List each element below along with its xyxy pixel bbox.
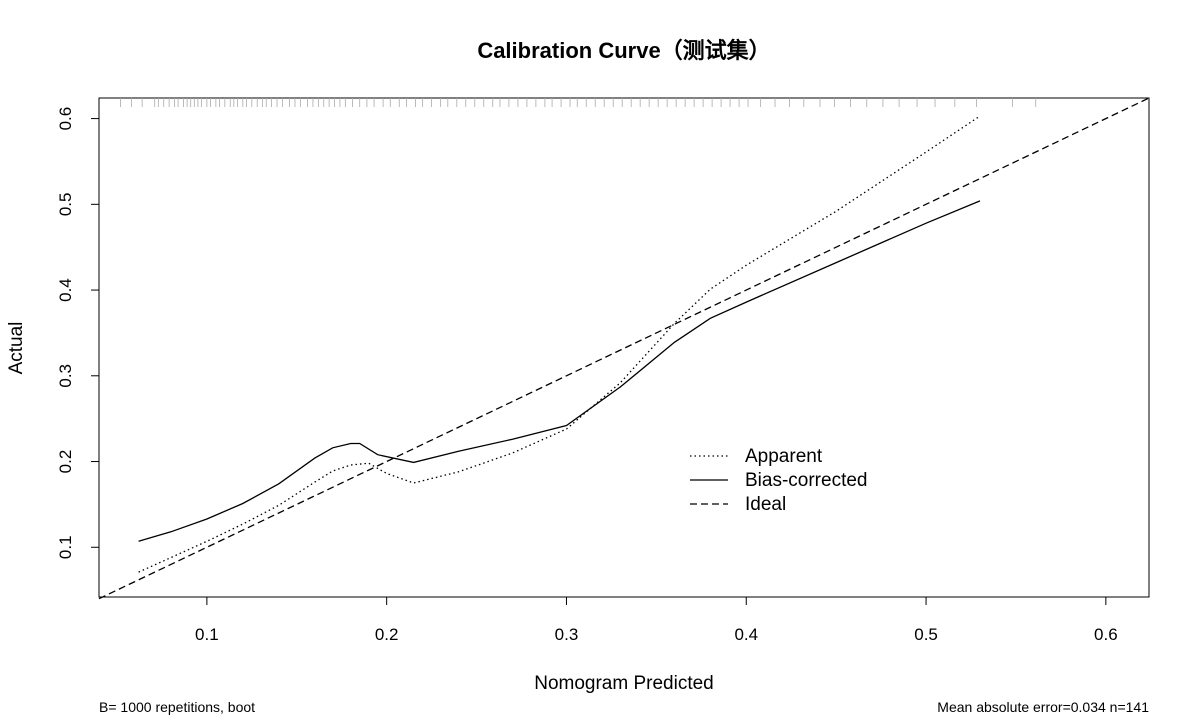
series-lines xyxy=(98,97,1150,600)
series-line-ideal xyxy=(98,97,1150,600)
x-axis: 0.1 0.2 0.3 0.4 0.5 0.6 xyxy=(195,596,1118,644)
x-tick-label: 0.2 xyxy=(375,625,399,644)
x-tick-label: 0.6 xyxy=(1094,625,1118,644)
x-tick-label: 0.5 xyxy=(914,625,938,644)
footnote-left: B= 1000 repetitions, boot xyxy=(99,699,255,715)
footnote-right: Mean absolute error=0.034 n=141 xyxy=(937,699,1149,715)
chart-title: Calibration Curve（测试集） xyxy=(477,38,770,63)
y-axis: 0.1 0.2 0.3 0.4 0.5 0.6 xyxy=(56,107,100,559)
y-tick-label: 0.3 xyxy=(56,364,75,388)
y-tick-label: 0.6 xyxy=(56,107,75,131)
x-axis-label: Nomogram Predicted xyxy=(534,673,714,694)
y-tick-label: 0.5 xyxy=(56,192,75,216)
x-tick-label: 0.4 xyxy=(734,625,758,644)
rug-ticks xyxy=(120,98,1037,107)
y-tick-label: 0.2 xyxy=(56,450,75,474)
x-tick-label: 0.1 xyxy=(195,625,219,644)
legend: Apparent Bias-corrected Ideal xyxy=(690,446,868,515)
y-tick-label: 0.4 xyxy=(56,278,75,302)
x-tick-label: 0.3 xyxy=(555,625,579,644)
series-line-bias-corrected xyxy=(138,200,981,542)
legend-label: Apparent xyxy=(745,446,823,467)
series-line-apparent xyxy=(138,115,981,573)
y-tick-label: 0.1 xyxy=(56,535,75,559)
y-axis-label: Actual xyxy=(6,322,27,375)
plot-frame xyxy=(98,97,1150,598)
legend-label: Ideal xyxy=(745,494,786,515)
legend-label: Bias-corrected xyxy=(745,470,868,491)
